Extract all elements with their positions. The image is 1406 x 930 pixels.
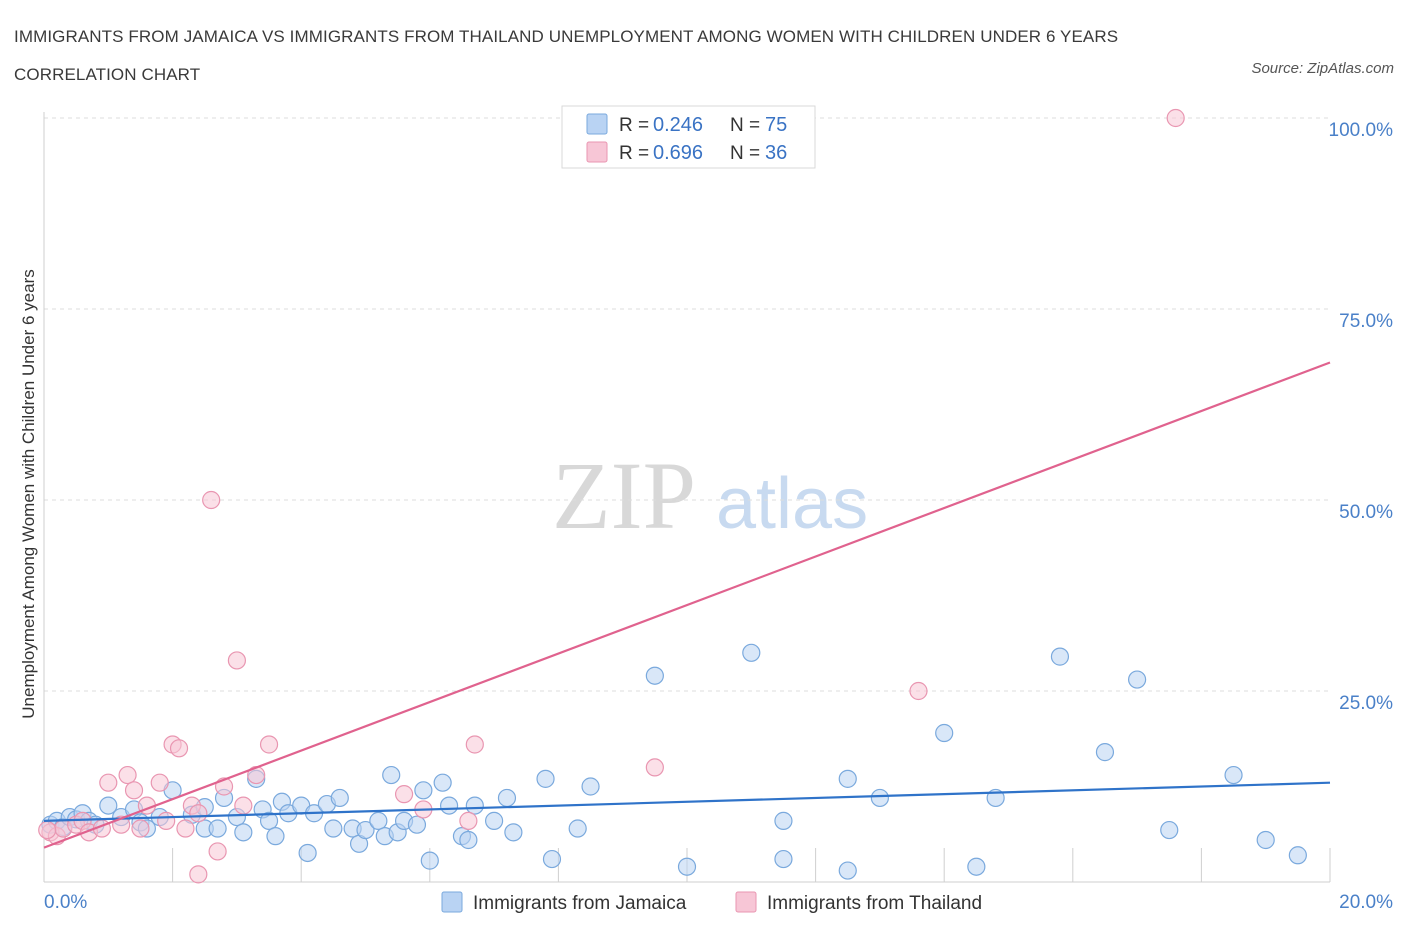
y-tick-label: 100.0% [1329, 120, 1394, 141]
jamaica-point [465, 796, 484, 815]
jamaica-point [568, 819, 587, 838]
thailand-point [157, 811, 176, 830]
thailand-point [1166, 108, 1185, 128]
y-tick-label: 50.0% [1339, 502, 1393, 523]
legend-box: R = 0.246 N = 75 R = 0.696 N = 36 [561, 105, 816, 169]
jamaica-point [1224, 765, 1243, 785]
thailand-point [208, 842, 227, 861]
jamaica-point [369, 811, 388, 830]
y-tick-label: 25.0% [1339, 693, 1393, 714]
jamaica-point [1127, 670, 1147, 689]
jamaica-point [1160, 820, 1179, 840]
thailand-point [202, 490, 221, 510]
jamaica-point [838, 769, 857, 788]
jamaica-point [967, 857, 986, 876]
trend-line-thailand [43, 361, 1331, 849]
watermark-atlas: atlas [716, 464, 868, 544]
legend-r-value-jamaica: 0.246 [653, 114, 703, 136]
jamaica-point [382, 765, 401, 785]
legend-n-label-thailand: N = [730, 143, 760, 164]
thailand-point [131, 819, 150, 838]
thailand-point [234, 796, 253, 815]
jamaica-point [870, 788, 890, 808]
legend-r-value-thailand: 0.696 [653, 142, 703, 164]
bottom-legend-swatch-jamaica [441, 891, 463, 913]
jamaica-point [420, 851, 439, 870]
chart-title: IMMIGRANTS FROM JAMAICA VS IMMIGRANTS FR… [14, 27, 1119, 84]
legend-swatch-thailand [586, 141, 608, 163]
jamaica-point [1050, 647, 1070, 666]
thailand-point [99, 773, 118, 792]
jamaica-point [99, 796, 118, 815]
legend-r-label-thailand: R = [619, 143, 649, 164]
y-axis-title: Unemployment Among Women with Children U… [19, 269, 38, 718]
bottom-legend-label-thailand: Immigrants from Thailand [767, 893, 982, 914]
jamaica-point [324, 819, 343, 838]
thailand-point [118, 765, 137, 785]
legend-n-label-jamaica: N = [730, 115, 760, 136]
thailand-point [645, 758, 664, 777]
jamaica-point [542, 849, 562, 869]
thailand-point [176, 819, 195, 838]
y-tick-label: 75.0% [1339, 311, 1393, 332]
thailand-point [38, 820, 57, 840]
thailand-point [465, 735, 484, 754]
legend-r-label-jamaica: R = [619, 115, 649, 136]
legend-n-value-thailand: 36 [765, 142, 787, 164]
jamaica-point [433, 773, 452, 792]
jamaica-point [838, 861, 857, 880]
jamaica-point [1095, 743, 1115, 762]
bottom-legend-label-jamaica: Immigrants from Jamaica [473, 893, 687, 914]
bottom-legend-swatch-thailand [735, 891, 757, 913]
source-label: Source: ZipAtlas.com [1251, 60, 1394, 77]
jamaica-point [234, 823, 253, 842]
jamaica-point [742, 643, 761, 662]
thailand-point [189, 804, 208, 823]
thailand-point [459, 811, 478, 830]
jamaica-point [459, 830, 478, 850]
jamaica-point [259, 811, 279, 830]
thailand-point [150, 773, 169, 792]
trend-line-jamaica [43, 781, 1331, 822]
legend-n-value-jamaica: 75 [765, 114, 787, 136]
jamaica-point [356, 820, 375, 840]
series-thailand-points [38, 108, 1185, 884]
thailand-point [259, 735, 279, 754]
x-tick-label-max: 20.0% [1339, 892, 1393, 913]
trend-lines [43, 361, 1331, 849]
jamaica-point [677, 857, 697, 876]
jamaica-point [439, 796, 459, 815]
thailand-point [909, 681, 928, 701]
bottom-legend: Immigrants from Jamaica Immigrants from … [441, 891, 982, 914]
jamaica-point [407, 815, 427, 834]
jamaica-point [414, 781, 433, 800]
jamaica-point [645, 666, 664, 685]
jamaica-point [266, 827, 285, 846]
jamaica-point [774, 811, 793, 830]
jamaica-point [330, 788, 349, 808]
jamaica-point [208, 819, 227, 838]
jamaica-point [298, 843, 317, 863]
jamaica-point [581, 777, 600, 796]
thailand-point [189, 865, 208, 884]
thailand-point [227, 651, 246, 670]
jamaica-point [774, 849, 793, 869]
y-tick-labels: 25.0% 50.0% 75.0% 100.0% [1329, 120, 1394, 714]
series-jamaica-points [41, 643, 1307, 880]
thailand-point [394, 785, 414, 804]
legend-swatch-jamaica [586, 113, 608, 135]
jamaica-point [497, 788, 517, 808]
jamaica-point [536, 769, 555, 788]
thailand-point [169, 739, 189, 758]
jamaica-point [935, 723, 954, 743]
jamaica-point [485, 811, 504, 830]
jamaica-point [1288, 846, 1307, 865]
jamaica-point [504, 823, 523, 842]
x-tick-label-min: 0.0% [44, 892, 87, 913]
watermark-zip: ZIP [552, 442, 696, 549]
jamaica-point [1256, 830, 1275, 850]
thailand-point [124, 781, 144, 800]
